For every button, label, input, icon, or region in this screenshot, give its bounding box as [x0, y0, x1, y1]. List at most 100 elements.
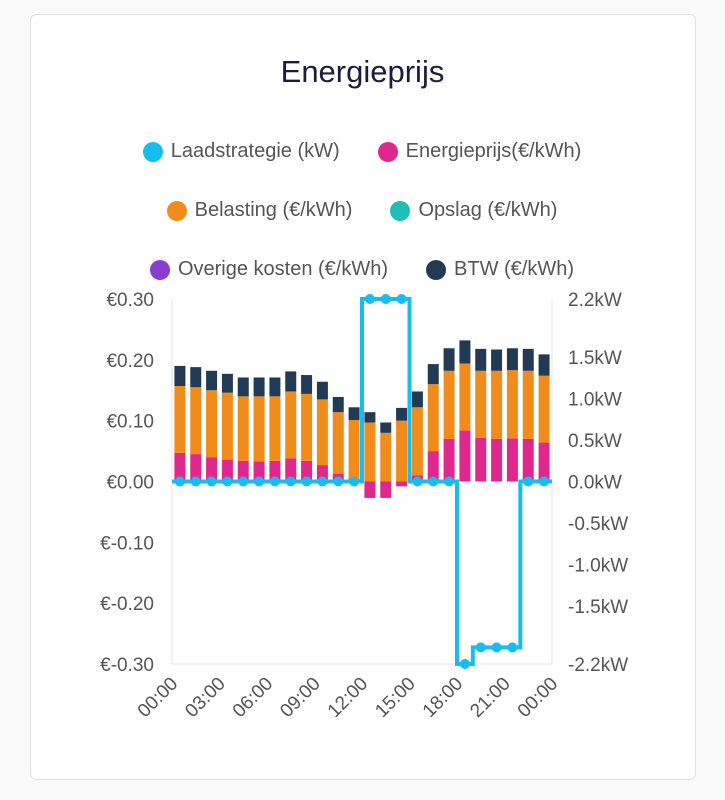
bar-belasting: [396, 420, 408, 482]
bar-energieprijs: [538, 442, 550, 482]
bar-belasting: [443, 370, 455, 439]
legend-label-belasting: Belasting (€/kWh): [194, 199, 353, 221]
bar-belasting: [427, 384, 439, 452]
bar-btw: [221, 373, 233, 393]
bar-belasting: [380, 432, 392, 482]
bar-energieprijs: [396, 481, 408, 487]
bar-belasting: [538, 375, 550, 443]
x-tick-label: 18:00: [419, 673, 467, 721]
legend-dot-laadstrategie: [142, 141, 163, 162]
bar-energieprijs: [364, 481, 376, 498]
point-laadstrategie: [412, 476, 423, 487]
point-laadstrategie: [333, 476, 344, 487]
x-tick-label: 15:00: [371, 673, 419, 721]
legend-dot-opslag: [390, 200, 411, 221]
x-tick-label: 06:00: [229, 673, 277, 721]
point-laadstrategie: [317, 476, 328, 487]
legend-label-overige-kosten: Overige kosten (€/kWh): [177, 258, 389, 280]
bar-belasting: [269, 396, 281, 461]
bar-energieprijs: [237, 460, 249, 482]
bar-btw: [332, 396, 344, 413]
bar-belasting: [221, 392, 233, 460]
bar-belasting: [316, 399, 328, 466]
y-right-tick-label: -0.5kW: [568, 514, 628, 535]
x-tick-label: 21:00: [466, 673, 514, 721]
bar-btw: [174, 365, 186, 386]
y-left-tick-label: €0.20: [106, 351, 154, 372]
bar-energieprijs: [506, 438, 518, 482]
y-right-tick-label: 0.0kW: [568, 473, 622, 494]
y-right-tick-label: -1.0kW: [568, 555, 628, 576]
point-laadstrategie: [190, 476, 201, 487]
bar-btw: [443, 348, 455, 371]
legend-row-3: Overige kosten (€/kWh) BTW (€/kWh): [30, 258, 694, 281]
legend-item-overige-kosten[interactable]: Overige kosten (€/kWh): [149, 258, 389, 281]
bar-belasting: [491, 370, 503, 439]
y-left-tick-label: €-0.20: [100, 594, 154, 615]
bar-energieprijs: [269, 460, 281, 482]
bar-btw: [506, 348, 518, 371]
legend-item-laadstrategie[interactable]: Laadstrategie (kW): [142, 140, 340, 163]
point-laadstrategie: [301, 476, 312, 487]
x-tick-label: 12:00: [324, 673, 372, 721]
bar-energieprijs: [380, 481, 392, 498]
point-laadstrategie: [459, 659, 470, 669]
bar-energieprijs: [285, 458, 297, 482]
legend-dot-belasting: [166, 200, 187, 221]
point-laadstrategie: [206, 476, 217, 487]
bar-btw: [396, 407, 408, 421]
bar-energieprijs: [190, 454, 202, 482]
bar-energieprijs: [475, 437, 487, 482]
bar-belasting: [364, 422, 376, 482]
x-tick-label: 00:00: [134, 673, 182, 721]
legend-label-laadstrategie: Laadstrategie (kW): [170, 140, 340, 162]
bar-belasting: [506, 370, 518, 439]
legend-item-energieprijs[interactable]: Energieprijs(€/kWh): [377, 140, 582, 163]
point-laadstrategie: [364, 294, 375, 304]
bar-belasting: [522, 370, 534, 439]
bar-belasting: [459, 363, 471, 431]
y-right-tick-label: 1.5kW: [568, 348, 622, 369]
legend-label-energieprijs: Energieprijs(€/kWh): [405, 140, 582, 162]
legend-dot-overige-kosten: [149, 259, 170, 280]
point-laadstrategie: [491, 642, 502, 653]
bar-btw: [206, 370, 218, 391]
bar-energieprijs: [301, 460, 313, 482]
legend-row-2: Belasting (€/kWh) Opslag (€/kWh): [30, 199, 694, 222]
legend-item-belasting[interactable]: Belasting (€/kWh): [166, 199, 353, 222]
x-tick-label: 09:00: [276, 673, 324, 721]
point-laadstrategie: [523, 476, 534, 487]
legend-item-opslag[interactable]: Opslag (€/kWh): [390, 199, 557, 222]
bar-energieprijs: [522, 438, 534, 482]
x-tick-label: 03:00: [181, 673, 229, 721]
bar-btw: [301, 375, 313, 394]
bar-energieprijs: [443, 438, 455, 482]
legend-label-opslag: Opslag (€/kWh): [418, 199, 558, 221]
bar-btw: [427, 364, 439, 385]
y-right-tick-label: -2.2kW: [568, 655, 628, 676]
legend-dot-energieprijs: [377, 141, 398, 162]
point-laadstrategie: [428, 476, 439, 487]
legend-row-1: Laadstrategie (kW) Energieprijs(€/kWh): [30, 140, 694, 163]
bar-energieprijs: [316, 465, 328, 482]
legend-label-btw: BTW (€/kWh): [454, 258, 575, 280]
y-left-tick-label: €0.10: [106, 412, 154, 433]
bar-energieprijs: [174, 452, 186, 482]
bar-energieprijs: [427, 451, 439, 482]
bar-belasting: [475, 370, 487, 438]
bar-energieprijs: [221, 459, 233, 482]
bar-btw: [522, 348, 534, 371]
legend-item-btw[interactable]: BTW (€/kWh): [426, 258, 574, 281]
bar-energieprijs: [491, 438, 503, 482]
y-left-tick-label: €0.30: [106, 290, 154, 311]
bar-belasting: [253, 396, 265, 462]
bar-btw: [364, 412, 376, 423]
point-laadstrategie: [539, 476, 550, 487]
bar-btw: [475, 348, 487, 371]
bar-btw: [316, 381, 328, 400]
bar-btw: [411, 391, 423, 408]
point-laadstrategie: [238, 476, 249, 487]
bar-btw: [285, 371, 297, 392]
bar-btw: [491, 349, 503, 371]
